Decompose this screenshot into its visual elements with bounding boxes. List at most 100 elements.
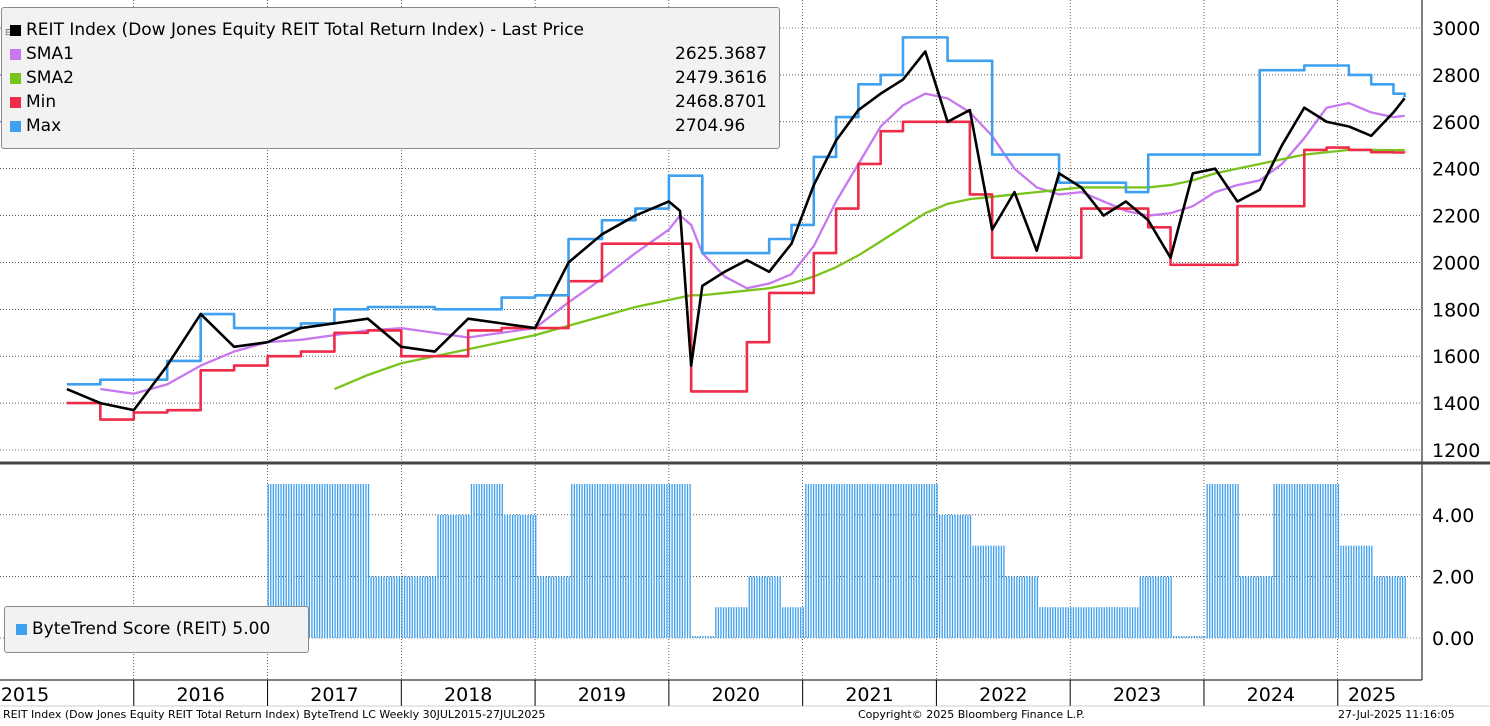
score-bar	[308, 484, 311, 638]
series-line-sma2	[333, 148, 1405, 391]
score-bar	[1245, 576, 1247, 638]
score-bar	[450, 514, 452, 638]
score-bar	[321, 484, 323, 638]
score-bar	[378, 576, 380, 638]
score-bar	[313, 484, 316, 638]
score-bar	[1160, 576, 1162, 638]
legend-row: SMA1 2625.3687	[10, 42, 767, 66]
score-bar	[1041, 607, 1044, 638]
score-bar	[722, 607, 725, 638]
score-bar	[779, 576, 781, 638]
score-bar	[419, 576, 421, 638]
score-bar	[298, 484, 300, 638]
score-bar	[1366, 545, 1368, 638]
y-tick-label: 0.00	[1432, 628, 1474, 650]
score-bar	[1196, 636, 1198, 638]
score-bar	[674, 484, 676, 638]
score-bar	[661, 484, 663, 638]
score-bar	[1250, 576, 1252, 638]
score-bar	[1103, 607, 1105, 638]
score-bar	[1167, 576, 1170, 638]
y-tick-label: 4.00	[1432, 505, 1474, 527]
legend-label: ByteTrend Score (REIT)	[32, 619, 228, 639]
x-tick-label: 2020	[712, 684, 760, 706]
score-bar	[818, 484, 820, 638]
score-bar	[1373, 576, 1376, 638]
y-tick-label: 2400	[1432, 159, 1480, 181]
score-bar	[1358, 545, 1360, 638]
score-bar	[391, 576, 393, 638]
score-bar	[612, 484, 614, 638]
score-bar	[877, 484, 879, 638]
score-bar	[367, 484, 370, 638]
score-legend: ByteTrend Score (REIT) 5.00	[4, 606, 309, 653]
score-bar	[501, 484, 503, 638]
score-bar	[609, 484, 611, 638]
score-bar	[1003, 545, 1005, 638]
score-bar	[1036, 576, 1039, 638]
score-bar	[416, 576, 419, 638]
legend-swatch	[10, 73, 21, 84]
score-bar	[293, 484, 295, 638]
score-bar	[545, 576, 547, 638]
legend-label: REIT Index (Dow Jones Equity REIT Total …	[26, 20, 584, 40]
score-bar	[1319, 484, 1322, 638]
score-bar	[604, 484, 606, 638]
score-bar	[280, 484, 282, 638]
score-bar	[1075, 607, 1077, 638]
score-bar	[1137, 607, 1139, 638]
score-bar	[915, 484, 918, 638]
score-bar	[1360, 545, 1363, 638]
score-bar	[1275, 484, 1278, 638]
score-bar	[380, 576, 383, 638]
score-bar	[344, 484, 347, 638]
score-bar	[962, 514, 964, 638]
score-bar	[1378, 576, 1381, 638]
score-bar	[815, 484, 817, 638]
score-bar	[823, 484, 825, 638]
score-bar	[985, 545, 987, 638]
score-bar	[884, 484, 887, 638]
score-bar	[1301, 484, 1304, 638]
collapse-icon[interactable]: ⊟	[5, 28, 13, 38]
score-bar	[295, 484, 298, 638]
score-bar	[429, 576, 431, 638]
score-bar	[789, 607, 792, 638]
score-bar	[1121, 607, 1123, 638]
score-bar	[337, 484, 339, 638]
score-bar	[949, 514, 951, 638]
legend-value: 2479.3616	[675, 68, 767, 88]
score-bar	[869, 484, 871, 638]
score-bar	[504, 514, 506, 638]
score-bar	[1368, 545, 1370, 638]
score-bar	[1142, 576, 1144, 638]
score-bar	[887, 484, 889, 638]
score-bar	[890, 484, 892, 638]
score-bar	[1062, 607, 1064, 638]
score-bar	[1083, 607, 1085, 638]
score-bar	[1252, 576, 1255, 638]
score-bar	[1016, 576, 1018, 638]
score-bar	[1193, 636, 1195, 638]
score-bar	[406, 576, 408, 638]
score-bar	[1342, 545, 1345, 638]
score-bar	[362, 484, 365, 638]
score-bar	[1113, 607, 1116, 638]
score-bar	[437, 514, 439, 638]
score-bar	[637, 484, 640, 638]
score-bar	[954, 514, 956, 638]
score-bar	[1214, 484, 1216, 638]
score-bar	[725, 607, 727, 638]
score-bar	[1057, 607, 1059, 638]
score-bar	[1049, 607, 1051, 638]
score-bar	[836, 484, 838, 638]
score-bar	[1175, 636, 1177, 638]
score-bar	[483, 484, 485, 638]
score-bar	[1018, 576, 1021, 638]
score-bar	[753, 576, 756, 638]
score-bar	[635, 484, 637, 638]
score-bar	[1404, 576, 1406, 638]
score-bar	[812, 484, 815, 638]
series-line-min	[66, 120, 1406, 421]
score-bar	[825, 484, 828, 638]
